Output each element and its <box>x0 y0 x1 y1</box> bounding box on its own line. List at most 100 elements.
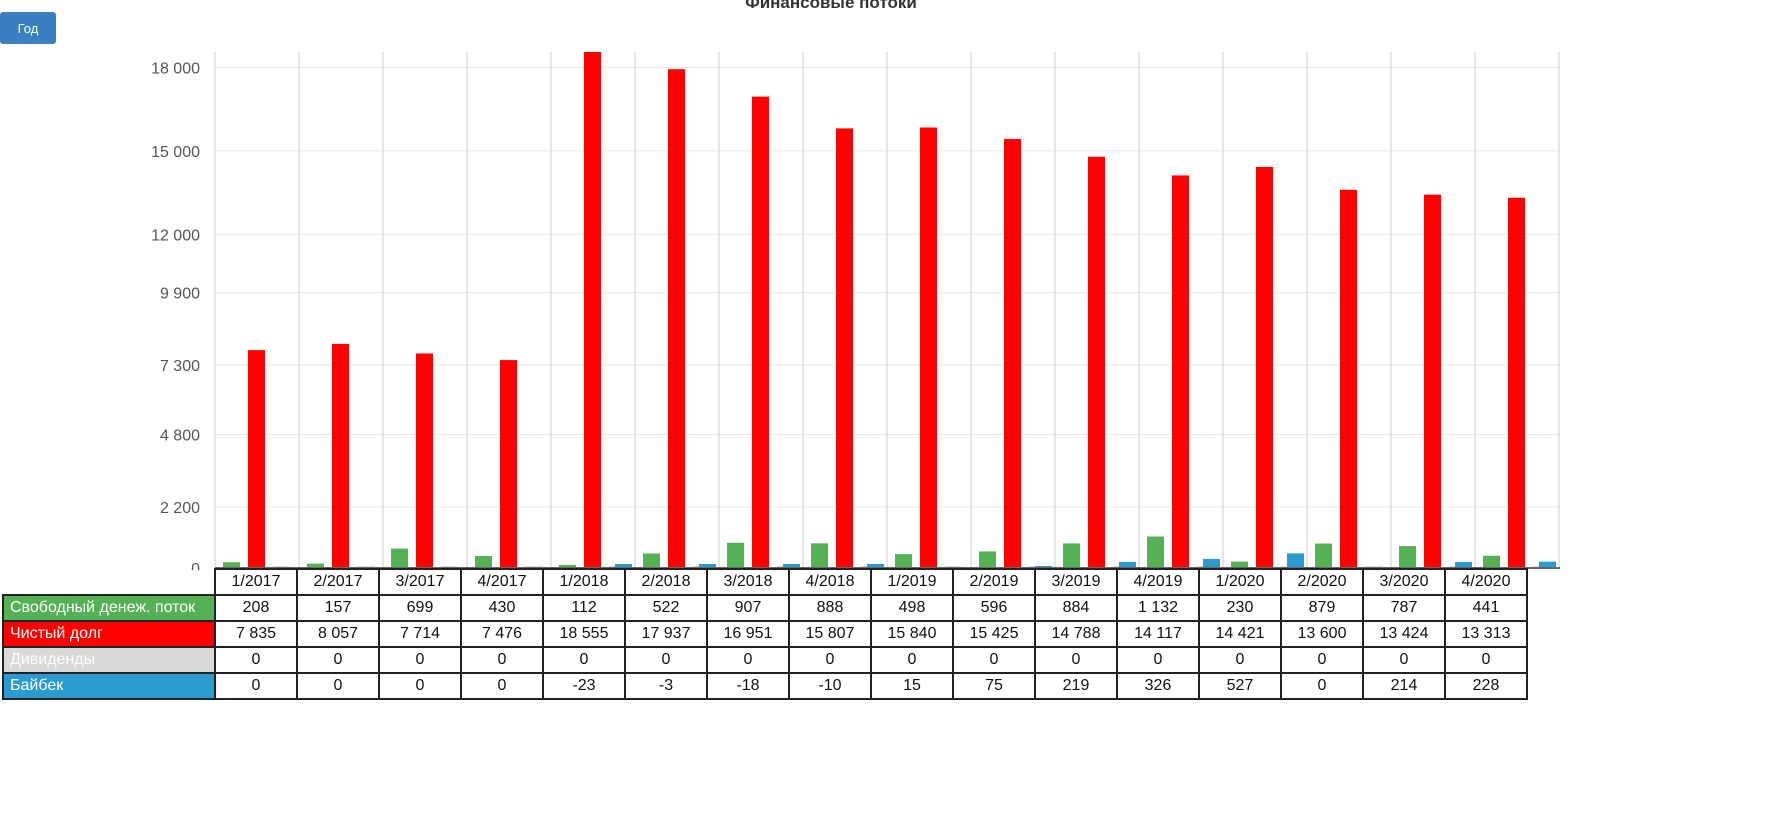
data-cell: 75 <box>952 672 1036 700</box>
bar-buyback <box>1539 561 1556 568</box>
bar-net_debt <box>332 343 349 568</box>
bar-buyback <box>867 564 884 568</box>
y-tick-label: 15 000 <box>151 144 200 161</box>
data-cell: 8 057 <box>296 620 380 648</box>
y-tick-label: 18 000 <box>151 60 200 77</box>
data-cell: 0 <box>706 646 790 674</box>
y-tick-label: 9 900 <box>160 286 200 303</box>
data-cell: 230 <box>1198 594 1282 622</box>
category-label: 4/2018 <box>788 568 872 596</box>
data-cell: 787 <box>1362 594 1446 622</box>
bar-free_cash_flow <box>979 551 996 568</box>
data-cell: 7 476 <box>460 620 544 648</box>
data-cell: 326 <box>1116 672 1200 700</box>
data-cell: 14 788 <box>1034 620 1118 648</box>
bar-net_debt <box>1508 197 1525 568</box>
bar-net_debt <box>1004 139 1021 568</box>
data-cell: 13 313 <box>1444 620 1528 648</box>
data-cell: 0 <box>378 646 462 674</box>
data-cell: 0 <box>296 646 380 674</box>
data-cell: -3 <box>624 672 708 700</box>
category-label: 1/2017 <box>214 568 298 596</box>
data-cell: 430 <box>460 594 544 622</box>
bar-net_debt <box>836 128 853 568</box>
bar-buyback <box>699 564 716 568</box>
data-cell: 0 <box>1198 646 1282 674</box>
bar-free_cash_flow <box>1231 561 1248 568</box>
data-cell: 699 <box>378 594 462 622</box>
bar-free_cash_flow <box>643 553 660 568</box>
bar-free_cash_flow <box>391 548 408 568</box>
bar-buyback <box>1203 558 1220 568</box>
data-cell: 157 <box>296 594 380 622</box>
y-tick-label: 4 800 <box>160 428 200 445</box>
data-cell: 15 840 <box>870 620 954 648</box>
bar-free_cash_flow <box>307 563 324 568</box>
bar-free_cash_flow <box>223 562 240 568</box>
table-corner <box>3 569 215 595</box>
data-cell: 0 <box>460 646 544 674</box>
data-cell: 522 <box>624 594 708 622</box>
category-label: 4/2019 <box>1116 568 1200 596</box>
data-cell: 15 <box>870 672 954 700</box>
bar-buyback <box>1455 562 1472 568</box>
bar-free_cash_flow <box>559 564 576 568</box>
data-cell: 888 <box>788 594 872 622</box>
y-tick-label: 7 300 <box>160 358 200 375</box>
data-cell: 0 <box>788 646 872 674</box>
data-cell: 596 <box>952 594 1036 622</box>
category-label: 3/2020 <box>1362 568 1446 596</box>
bar-net_debt <box>1256 166 1273 568</box>
data-cell: 0 <box>1444 646 1528 674</box>
y-tick-label: 12 000 <box>151 227 200 244</box>
category-label: 3/2018 <box>706 568 790 596</box>
bar-net_debt <box>668 69 685 568</box>
table-row: Дивиденды 0 0 0 0 0 0 0 0 0 0 0 0 0 0 0 0 <box>2 646 1528 674</box>
category-label: 1/2019 <box>870 568 954 596</box>
data-cell: -23 <box>542 672 626 700</box>
data-cell: 14 421 <box>1198 620 1282 648</box>
bar-net_debt <box>920 127 937 569</box>
bar-net_debt <box>752 96 769 568</box>
data-cell: 228 <box>1444 672 1528 700</box>
bar-net_debt <box>248 350 265 568</box>
bar-buyback <box>783 564 800 568</box>
y-tick-label: 0 <box>191 561 200 570</box>
data-cell: 208 <box>214 594 298 622</box>
bar-free_cash_flow <box>1063 543 1080 568</box>
bar-net_debt <box>1172 175 1189 568</box>
data-cell: 16 951 <box>706 620 790 648</box>
table-header-row: 1/2017 2/2017 3/2017 4/2017 1/2018 2/2018 3/20… <box>3 568 1528 596</box>
category-label: 3/2019 <box>1034 568 1118 596</box>
data-cell: 907 <box>706 594 790 622</box>
bar-buyback <box>1035 565 1052 568</box>
bar-net_debt <box>1424 194 1441 568</box>
data-cell: 0 <box>542 646 626 674</box>
data-cell: 879 <box>1280 594 1364 622</box>
data-cell: 7 835 <box>214 620 298 648</box>
series-legend-label: Байбек <box>2 672 216 700</box>
series-legend-label: Свободный денеж. поток <box>2 594 216 622</box>
bar-chart: 0 2 200 4 800 7 300 9 900 12 000 15 000 18 000 <box>151 52 1560 570</box>
bar-free_cash_flow <box>475 556 492 568</box>
data-cell: 0 <box>214 672 298 700</box>
bar-net_debt <box>1340 189 1357 568</box>
category-label: 1/2020 <box>1198 568 1282 596</box>
data-cell: 15 425 <box>952 620 1036 648</box>
category-label: 2/2017 <box>296 568 380 596</box>
chart-title: Финансовые потоки <box>745 0 917 12</box>
bar-net_debt <box>1088 156 1105 568</box>
data-cell: 17 937 <box>624 620 708 648</box>
data-cell: 112 <box>542 594 626 622</box>
data-cell: 441 <box>1444 594 1528 622</box>
bar-free_cash_flow <box>1399 546 1416 568</box>
bar-buyback <box>1119 561 1136 568</box>
category-label: 4/2017 <box>460 568 544 596</box>
data-cell: -18 <box>706 672 790 700</box>
data-cell: 0 <box>214 646 298 674</box>
data-table: 1/2017 2/2017 3/2017 4/2017 1/2018 2/2018 3/20… <box>2 568 1528 700</box>
bar-free_cash_flow <box>811 543 828 568</box>
data-cell: 0 <box>1362 646 1446 674</box>
year-button[interactable]: Год <box>0 12 56 44</box>
bar-free_cash_flow <box>727 542 744 568</box>
